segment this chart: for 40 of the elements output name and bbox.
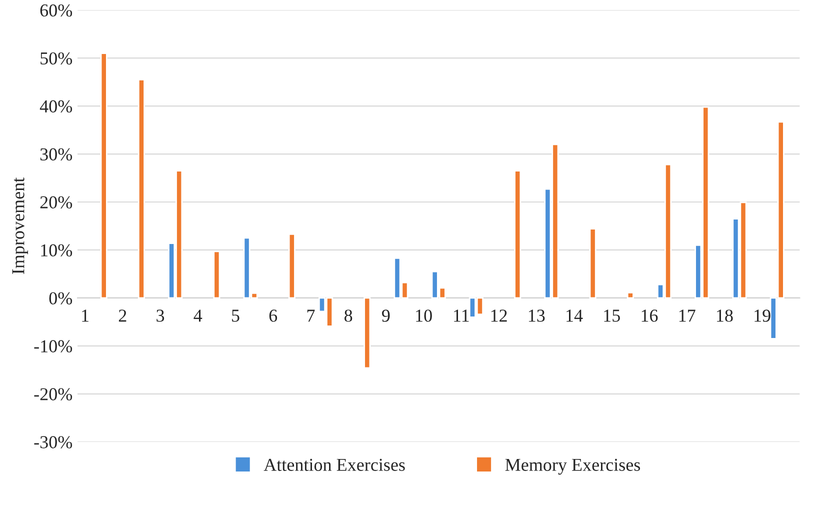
y-tick-label: -10% xyxy=(34,340,72,352)
x-tick-label: 5 xyxy=(232,310,240,322)
y-tick-label: -30% xyxy=(34,436,72,448)
legend-label: Memory Exercises xyxy=(505,458,640,475)
bar xyxy=(626,292,634,299)
x-tick-label: 6 xyxy=(269,310,278,322)
x-tick-label: 18 xyxy=(717,310,733,322)
x-tick-label: 7 xyxy=(307,310,315,322)
x-tick-label: 13 xyxy=(528,310,545,322)
bar xyxy=(213,250,220,299)
x-tick-label: 2 xyxy=(118,310,126,322)
y-tick-label: 60% xyxy=(40,4,72,17)
x-tick-label: 12 xyxy=(491,310,507,322)
y-axis-title: Improvement xyxy=(12,177,28,274)
x-tick-label: 1 xyxy=(82,310,88,322)
y-tick-label: 50% xyxy=(40,52,72,65)
bar xyxy=(514,170,522,299)
x-tick-label: 4 xyxy=(194,310,202,322)
bar xyxy=(100,52,108,299)
y-tick-label: 30% xyxy=(40,148,72,161)
x-tick-label: 3 xyxy=(156,310,164,322)
x-tick-label: 14 xyxy=(566,310,583,322)
bar xyxy=(138,78,145,299)
x-tick-label: 17 xyxy=(679,310,696,322)
y-tick-label: 10% xyxy=(41,244,72,256)
y-tick-label: 0% xyxy=(49,292,72,304)
legend-label: Attention Exercises xyxy=(264,458,405,471)
x-tick-label: 16 xyxy=(642,310,658,322)
x-tick-label: 9 xyxy=(382,310,390,322)
x-tick-label: 19 xyxy=(754,310,770,322)
x-tick-label: 8 xyxy=(344,310,352,322)
y-tick-label: -20% xyxy=(34,388,72,400)
y-tick-label: 20% xyxy=(40,196,72,208)
bar xyxy=(589,228,596,299)
x-tick-label: 15 xyxy=(604,310,620,322)
y-tick-label: 40% xyxy=(40,100,72,113)
bar xyxy=(288,233,296,299)
x-tick-label: 10 xyxy=(416,310,432,322)
bar xyxy=(364,297,371,369)
x-tick-label: 11 xyxy=(454,310,469,322)
